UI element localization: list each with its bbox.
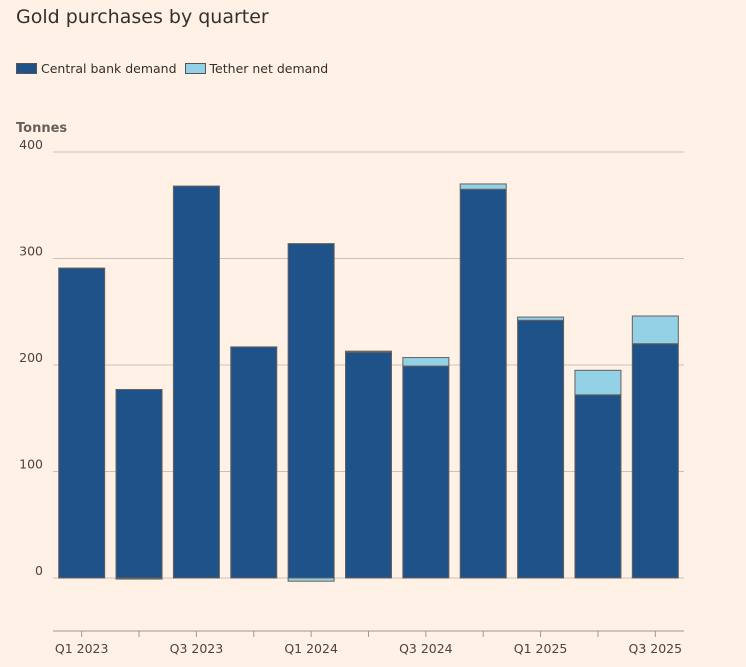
bar-tether: [115, 577, 163, 580]
y-tick-label: 200: [19, 350, 43, 365]
legend-swatch-tether: [184, 63, 206, 74]
legend-item-central-bank: Central bank demand: [16, 61, 177, 76]
bar-central-bank: [230, 346, 278, 579]
legend-item-tether: Tether net demand: [184, 61, 329, 76]
y-tick-label: 0: [35, 563, 43, 578]
legend: Central bank demand Tether net demand: [16, 61, 336, 76]
y-tick-label: 400: [19, 137, 43, 152]
y-tick-label: 100: [19, 457, 43, 472]
bar-central-bank: [115, 388, 163, 579]
bar-central-bank: [172, 185, 220, 579]
bar-central-bank: [574, 394, 622, 579]
legend-label: Central bank demand: [41, 61, 177, 76]
x-tick-label: Q1 2025: [514, 641, 568, 656]
y-tick-label: 300: [19, 244, 43, 259]
x-tick-label: Q3 2025: [629, 641, 683, 656]
legend-label: Tether net demand: [209, 61, 329, 76]
y-axis-label: Tonnes: [16, 121, 68, 136]
chart-title: Gold purchases by quarter: [16, 6, 269, 28]
bar-tether: [574, 369, 622, 396]
bar-tether: [459, 183, 507, 190]
bar-central-bank: [631, 343, 679, 579]
bar-tether: [631, 315, 679, 345]
x-tick-label: Q1 2023: [55, 641, 109, 656]
bar-tether: [345, 350, 392, 353]
bar-tether: [287, 577, 335, 582]
bar-central-bank: [345, 351, 392, 579]
bar-tether: [402, 357, 450, 367]
legend-swatch-central-bank: [16, 63, 37, 74]
x-tick-label: Q3 2024: [399, 641, 453, 656]
bar-central-bank: [517, 319, 565, 579]
bar-central-bank: [287, 243, 335, 579]
bar-central-bank: [402, 365, 450, 579]
x-tick-label: Q3 2023: [170, 641, 224, 656]
bar-tether: [517, 316, 565, 321]
x-tick-label: Q1 2024: [284, 641, 338, 656]
bar-central-bank: [459, 188, 507, 579]
bar-central-bank: [58, 267, 106, 579]
